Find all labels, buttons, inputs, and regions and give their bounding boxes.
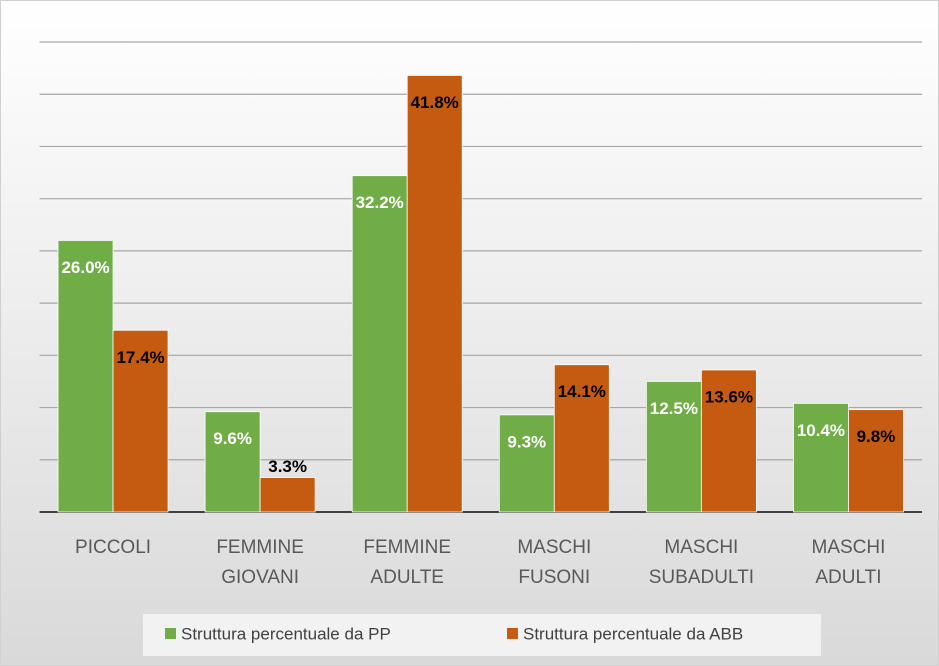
- value-label: 9.3%: [507, 432, 546, 451]
- value-label: 13.6%: [705, 387, 753, 406]
- value-label: 41.8%: [411, 93, 459, 112]
- bar: [112, 329, 169, 513]
- value-label: 9.6%: [213, 429, 252, 448]
- bar: [406, 75, 463, 513]
- x-tick-label: PICCOLI: [75, 537, 151, 558]
- legend-label: Struttura percentuale da ABB: [523, 624, 743, 643]
- legend-box: [143, 614, 821, 656]
- bar: [498, 414, 555, 513]
- x-tick-label: FEMMINE GIOVANI: [216, 537, 304, 588]
- bar: [351, 175, 408, 513]
- x-tick-label: MASCHI ADULTI: [812, 537, 886, 588]
- bar: [700, 369, 757, 513]
- x-tick-label: MASCHI FUSONI: [517, 537, 591, 588]
- bar: [204, 411, 261, 513]
- value-label: 17.4%: [116, 348, 164, 367]
- legend-label: Struttura percentuale da PP: [181, 624, 391, 643]
- bar: [553, 364, 610, 513]
- value-label: 26.0%: [61, 258, 109, 277]
- value-label: 14.1%: [558, 382, 606, 401]
- x-tick-label: MASCHI SUBADULTI: [649, 537, 754, 588]
- legend-swatch: [165, 628, 176, 639]
- bar: [57, 240, 114, 513]
- bar: [848, 409, 904, 513]
- x-tick-label: FEMMINE ADULTE: [363, 537, 451, 588]
- value-label: 9.8%: [857, 427, 896, 446]
- value-label: 10.4%: [797, 421, 845, 440]
- bar: [793, 402, 849, 513]
- legend-swatch: [507, 628, 518, 639]
- value-label: 12.5%: [650, 399, 698, 418]
- value-label: 3.3%: [268, 457, 307, 476]
- value-label: 32.2%: [356, 193, 404, 212]
- bar: [259, 477, 316, 513]
- bar: [645, 381, 702, 513]
